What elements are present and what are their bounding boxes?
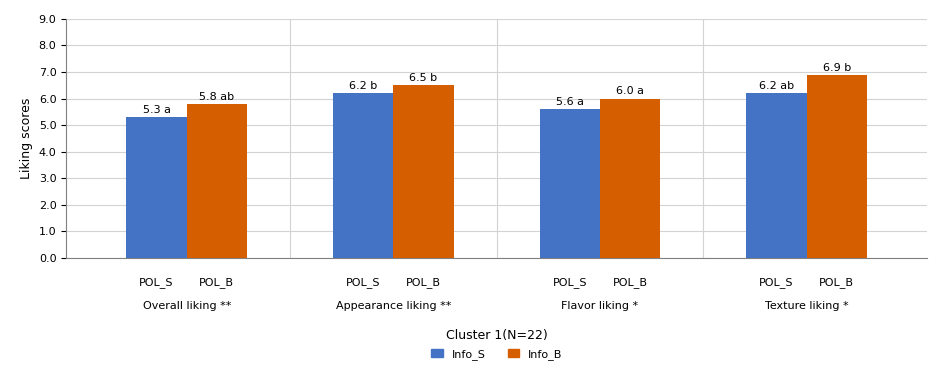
Text: 6.2 ab: 6.2 ab bbox=[759, 81, 794, 91]
Text: Texture liking *: Texture liking * bbox=[764, 301, 849, 311]
Text: Overall liking **: Overall liking ** bbox=[143, 301, 231, 311]
Text: Appearance liking **: Appearance liking ** bbox=[336, 301, 451, 311]
Text: Cluster 1(N=22): Cluster 1(N=22) bbox=[446, 329, 548, 342]
Bar bbox=[394, 85, 453, 258]
Bar bbox=[186, 104, 247, 258]
Text: 5.3 a: 5.3 a bbox=[143, 105, 170, 115]
Text: 6.2 b: 6.2 b bbox=[349, 81, 377, 91]
Text: 6.0 a: 6.0 a bbox=[616, 86, 644, 96]
Text: POL_B: POL_B bbox=[200, 277, 235, 288]
Y-axis label: Liking scores: Liking scores bbox=[20, 98, 33, 179]
Text: POL_B: POL_B bbox=[613, 277, 648, 288]
Text: POL_B: POL_B bbox=[406, 277, 441, 288]
Text: POL_S: POL_S bbox=[139, 277, 174, 288]
Text: 6.5 b: 6.5 b bbox=[410, 73, 438, 83]
Bar bbox=[807, 75, 867, 258]
Bar bbox=[539, 109, 600, 258]
Text: POL_S: POL_S bbox=[346, 277, 380, 288]
Text: POL_B: POL_B bbox=[819, 277, 854, 288]
Bar bbox=[746, 93, 807, 258]
Text: POL_S: POL_S bbox=[552, 277, 587, 288]
Text: Flavor liking *: Flavor liking * bbox=[561, 301, 639, 311]
Text: 5.6 a: 5.6 a bbox=[556, 97, 584, 107]
Text: 6.9 b: 6.9 b bbox=[823, 63, 850, 72]
Bar bbox=[127, 117, 186, 258]
Legend: Info_S, Info_B: Info_S, Info_B bbox=[427, 345, 567, 364]
Text: 5.8 ab: 5.8 ab bbox=[200, 92, 235, 102]
Bar bbox=[600, 99, 660, 258]
Text: POL_S: POL_S bbox=[760, 277, 794, 288]
Bar bbox=[333, 93, 394, 258]
